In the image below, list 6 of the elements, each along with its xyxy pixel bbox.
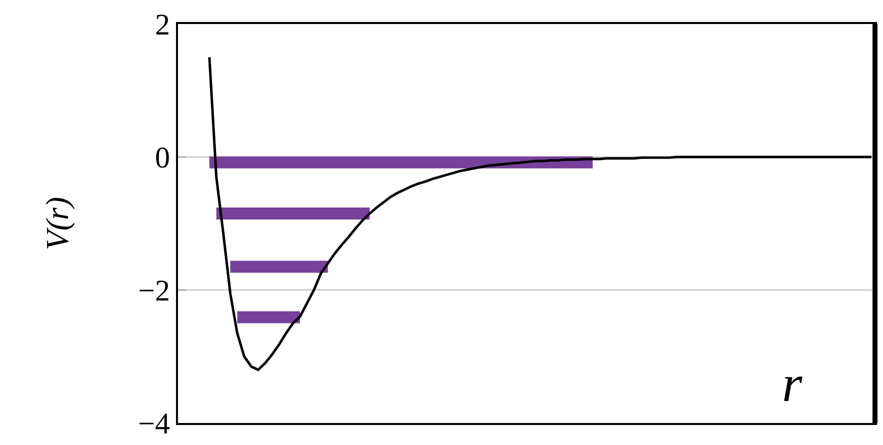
y-tick-label: −2 — [138, 274, 170, 308]
y-tick-label: −4 — [138, 408, 170, 440]
y-tick-label: 2 — [155, 8, 170, 42]
y-axis-title: V(r) — [38, 196, 75, 250]
y-tick-label: 0 — [155, 142, 170, 174]
x-axis-title: r — [782, 356, 803, 413]
